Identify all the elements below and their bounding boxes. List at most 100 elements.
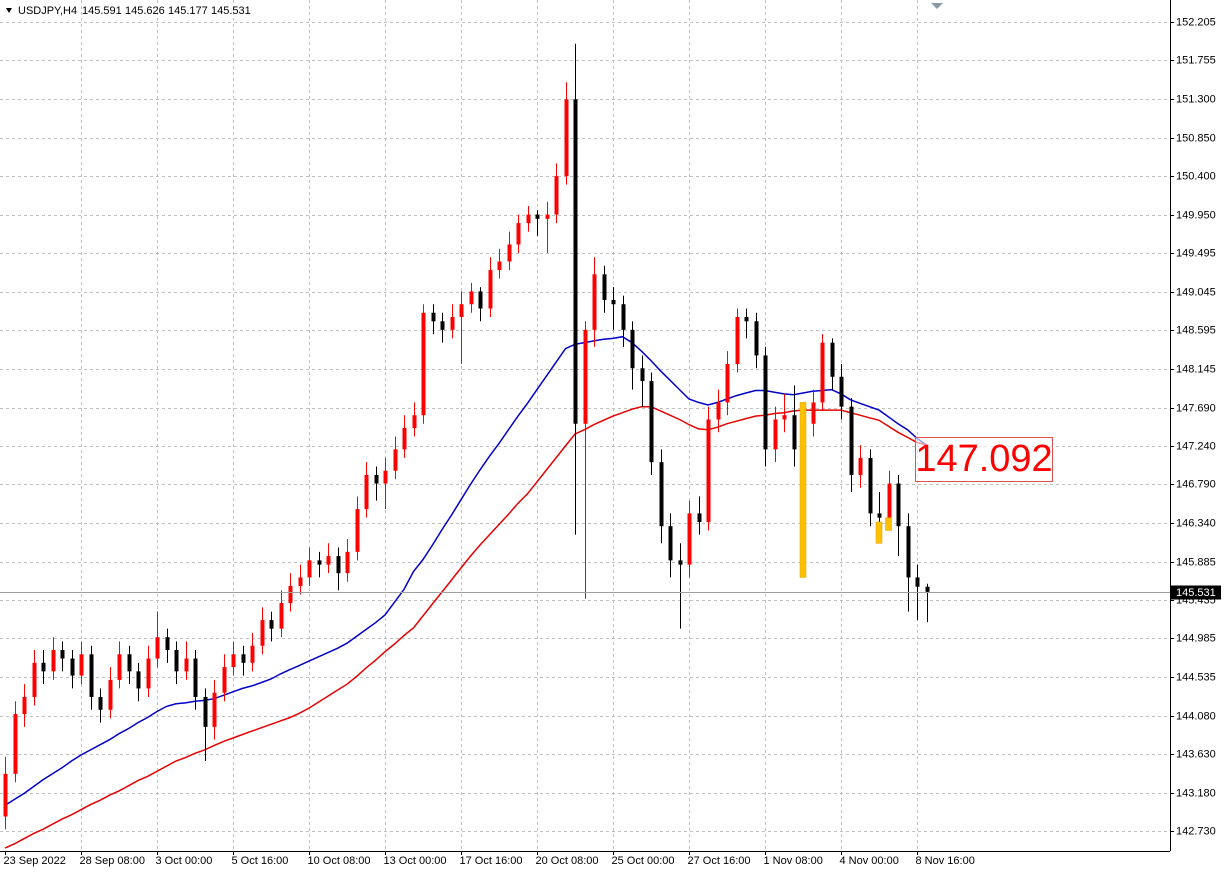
candle-body <box>640 368 645 382</box>
y-tick-label: 150.400 <box>1176 170 1216 182</box>
current-price-box <box>1171 585 1221 600</box>
candle-body <box>336 556 341 574</box>
candle-body <box>383 470 388 484</box>
x-tick-label: 25 Oct 00:00 <box>612 855 675 867</box>
y-tick-label: 146.790 <box>1176 478 1216 490</box>
candle-body <box>896 483 901 527</box>
y-tick-label: 143.630 <box>1176 748 1216 760</box>
last-low: 145.177 <box>168 5 208 17</box>
candle-body <box>830 342 835 377</box>
candle-body <box>60 650 65 659</box>
x-tick-label: 3 Oct 00:00 <box>156 855 213 867</box>
candle-body <box>773 419 778 450</box>
candle-body <box>70 658 75 676</box>
candle-body <box>554 176 559 215</box>
candle-body <box>611 299 616 305</box>
candle-body <box>507 244 512 262</box>
candle-body <box>79 654 84 676</box>
candle-body <box>811 402 816 424</box>
candle-body <box>488 270 493 309</box>
chart-title: USDJPY,H4 <box>18 5 77 17</box>
y-tick-label: 149.950 <box>1176 209 1216 221</box>
candle-body <box>887 483 892 518</box>
candle-body <box>250 645 255 663</box>
candle-body <box>393 449 398 471</box>
moving-average-line <box>4 335 927 807</box>
candle-body <box>231 654 236 668</box>
candle-body <box>364 474 369 510</box>
y-tick-label: 148.145 <box>1176 363 1216 375</box>
candle-body <box>184 658 189 672</box>
candle-body <box>583 329 588 424</box>
last-close: 145.531 <box>211 5 251 17</box>
candle-body <box>820 342 825 403</box>
x-tick-label: 28 Sep 08:00 <box>80 855 145 867</box>
x-tick-label: 20 Oct 08:00 <box>536 855 599 867</box>
y-tick-label: 149.495 <box>1176 247 1216 259</box>
moving-average-line <box>4 405 927 849</box>
y-tick-label: 147.240 <box>1176 440 1216 452</box>
y-tick-label: 143.180 <box>1176 787 1216 799</box>
candle-body <box>564 99 569 177</box>
y-tick-label: 148.595 <box>1176 324 1216 336</box>
candle-body <box>478 291 483 309</box>
candle-body <box>744 317 749 322</box>
candle-body <box>621 304 626 330</box>
y-tick-label: 144.985 <box>1176 632 1216 644</box>
candle-body <box>877 513 882 518</box>
candle-body <box>374 474 379 484</box>
candle-body <box>440 321 445 330</box>
candle-body <box>735 317 740 364</box>
candle-body <box>307 560 312 578</box>
y-tick-label: 147.690 <box>1176 402 1216 414</box>
candle-body <box>868 457 873 514</box>
y-tick-label: 150.850 <box>1176 132 1216 144</box>
candle-body <box>450 317 455 330</box>
y-tick-label: 151.300 <box>1176 93 1216 105</box>
candle-body <box>754 321 759 356</box>
candle-body <box>89 654 94 697</box>
candle-body <box>241 654 246 663</box>
y-tick-label: 144.535 <box>1176 671 1216 683</box>
candle-body <box>22 696 27 715</box>
candle-body <box>402 428 407 450</box>
candle-body <box>545 214 550 219</box>
candle-body <box>174 650 179 672</box>
candle-body <box>915 577 920 587</box>
candle-body <box>260 620 265 646</box>
candle-body <box>858 457 863 475</box>
candle-body <box>668 526 673 561</box>
candle-body <box>279 603 284 629</box>
candle-body <box>469 291 474 305</box>
candle-body <box>193 658 198 697</box>
candle-body <box>602 274 607 300</box>
last-open: 145.591 <box>82 5 122 17</box>
candle-body <box>155 637 160 659</box>
x-tick-label: 10 Oct 08:00 <box>308 855 371 867</box>
x-tick-label: 1 Nov 08:00 <box>764 855 823 867</box>
y-tick-label: 146.340 <box>1176 517 1216 529</box>
x-tick-label: 5 Oct 16:00 <box>232 855 289 867</box>
candle-body <box>165 637 170 651</box>
symbol-icon <box>6 8 12 13</box>
candle-body <box>782 415 787 420</box>
candle-body <box>573 99 578 424</box>
candle-body <box>592 274 597 330</box>
candle-body <box>516 223 521 245</box>
last-high: 145.626 <box>125 5 165 17</box>
candle-body <box>117 654 122 680</box>
highlight-bar <box>885 517 892 531</box>
y-tick-label: 144.080 <box>1176 710 1216 722</box>
candle-body <box>849 406 854 475</box>
candle-body <box>317 560 322 565</box>
highlight-bar <box>799 402 807 578</box>
x-tick-label: 17 Oct 16:00 <box>460 855 523 867</box>
candle-body <box>298 577 303 586</box>
candle-body <box>3 773 8 817</box>
candle-body <box>630 329 635 369</box>
candle-body <box>269 620 274 629</box>
y-tick-label: 151.755 <box>1176 54 1216 66</box>
candle-body <box>716 402 721 420</box>
candle-body <box>13 714 18 774</box>
